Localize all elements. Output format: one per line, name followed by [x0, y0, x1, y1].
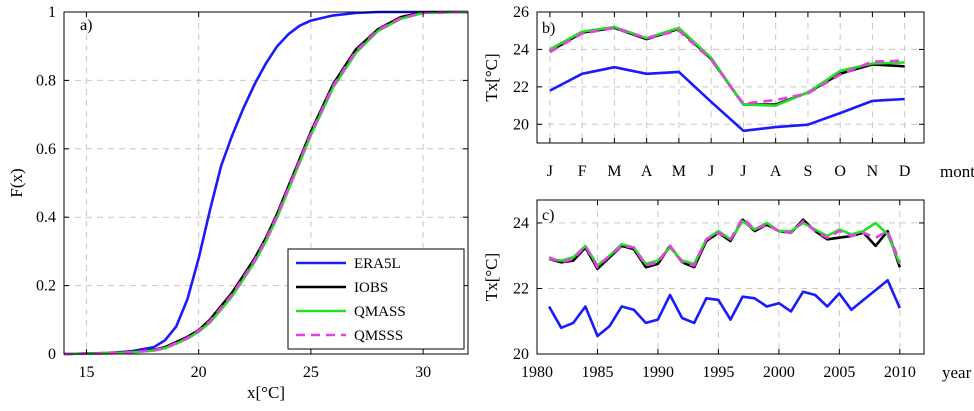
series-line-qmass — [549, 25, 905, 107]
x-tick-label: 1990 — [642, 364, 674, 381]
x-tick-label: 2000 — [763, 364, 795, 381]
series-line-qmsss — [549, 26, 905, 105]
series-line-era5l — [547, 278, 901, 338]
x-tick-label: N — [867, 163, 879, 180]
legend-box — [287, 248, 465, 350]
x-tick-label: 25 — [303, 364, 319, 381]
y-tick-label: 24 — [513, 215, 529, 232]
y-axis-label: Tx[°C] — [482, 53, 501, 101]
x-axis-label: year — [942, 363, 972, 382]
y-tick-label: 0.2 — [36, 278, 56, 295]
y-tick-label: 1 — [48, 4, 56, 21]
x-tick-label: 30 — [415, 364, 431, 381]
x-tick-label: S — [803, 163, 812, 180]
x-tick-label: 1980 — [521, 364, 553, 381]
x-tick-label: J — [740, 163, 746, 180]
panel-c-yearly-chart: 1980 1985 1990 1995 2000 2005 2010 20 22 24 c) Tx[°… — [482, 199, 972, 382]
y-axis-label: Tx[°C] — [482, 253, 501, 301]
x-axis-label: month — [940, 162, 974, 181]
panel-a-cdf-chart: 15 20 25 30 0 0.2 0.4 0.6 0.8 1 a) F(x) x[°C] ERA5L IO… — [7, 4, 469, 402]
legend-label: QMSSS — [354, 328, 403, 344]
plot-frame — [536, 11, 925, 144]
x-tick-label: 20 — [191, 364, 207, 381]
x-tick-label: M — [672, 163, 686, 180]
x-tick-label: 1995 — [702, 364, 734, 381]
series-line-qmsss — [548, 216, 902, 269]
plot-frame — [536, 199, 925, 355]
x-tick-label: A — [641, 163, 653, 180]
panel-label: a) — [80, 17, 92, 34]
x-tick-label: M — [607, 163, 621, 180]
x-tick-label: 2010 — [884, 364, 916, 381]
y-tick-label: 0 — [48, 346, 56, 363]
series-line-era5l — [549, 65, 905, 133]
panel-label: b) — [542, 20, 555, 37]
y-tick-label: 0.8 — [36, 72, 56, 89]
legend-label: QMASS — [354, 304, 406, 320]
series-line-qmsss — [63, 10, 469, 356]
x-tick-label: 15 — [78, 364, 94, 381]
y-tick-label: 24 — [513, 41, 529, 58]
y-tick-label: 22 — [513, 79, 529, 96]
x-tick-label: F — [578, 163, 587, 180]
x-tick-label: O — [834, 163, 846, 180]
legend-label: IOBS — [354, 280, 388, 296]
y-axis-label: F(x) — [7, 168, 26, 197]
legend: ERA5L IOBS QMASS QMSSS — [287, 248, 465, 350]
x-tick-label: J — [708, 163, 714, 180]
series-line-qmass — [548, 220, 902, 267]
x-axis-label: x[°C] — [247, 383, 285, 402]
panel-b-monthly-chart: J F M A M J J A S O N D 20 22 24 26 b) Tx[°C] month — [482, 4, 974, 181]
legend-label: ERA5L — [354, 256, 401, 272]
panel-label: c) — [542, 207, 554, 224]
series-line-era5l — [63, 10, 468, 356]
y-tick-label: 22 — [513, 280, 529, 297]
x-tick-label: A — [770, 163, 782, 180]
plot-frame — [63, 11, 469, 355]
y-tick-label: 20 — [513, 346, 529, 363]
y-tick-label: 26 — [513, 4, 529, 21]
y-tick-label: 20 — [513, 116, 529, 133]
series-line-iobs — [549, 26, 905, 106]
y-tick-label: 0.4 — [36, 209, 56, 226]
y-tick-label: 0.6 — [36, 141, 56, 158]
x-tick-label: J — [547, 163, 553, 180]
x-tick-label: 1985 — [581, 364, 613, 381]
x-tick-label: D — [899, 163, 911, 180]
x-tick-label: 2005 — [823, 364, 855, 381]
